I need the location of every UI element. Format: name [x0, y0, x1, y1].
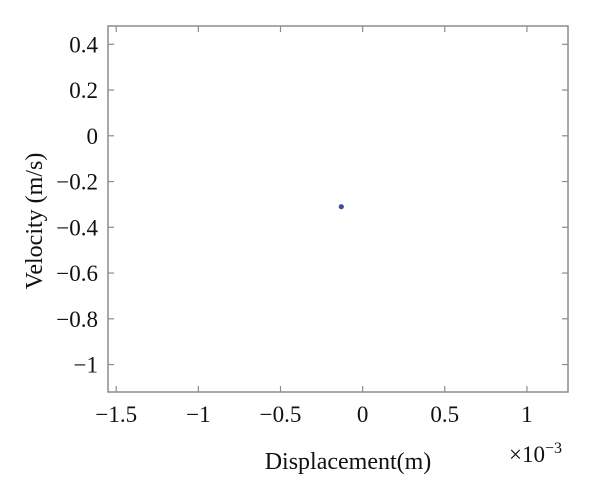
y-tick-label: −0.8 — [56, 307, 98, 332]
y-tick-label: 0 — [87, 124, 99, 149]
x-tick-label: 1 — [521, 402, 533, 427]
y-tick-label: 0.4 — [69, 32, 98, 57]
y-axis-ticks: 0.4 0.2 0 −0.2 −0.4 −0.6 −0.8 −1 — [56, 32, 568, 378]
y-axis-label: Velocity (m/s) — [22, 153, 48, 290]
x-tick-label: 0 — [357, 402, 369, 427]
y-tick-label: −1 — [74, 353, 98, 378]
y-tick-label: −0.4 — [56, 215, 98, 240]
x-axis-exponent-value: −3 — [545, 440, 562, 457]
data-points — [338, 204, 344, 210]
x-axis-label: Displacement(m) — [265, 449, 432, 475]
x-axis-multiplier: ×10 — [509, 442, 545, 467]
y-tick-label: −0.6 — [56, 261, 98, 286]
y-tick-label: −0.2 — [56, 170, 98, 195]
x-axis-exponent: ×10−3 — [509, 440, 562, 467]
y-tick-label: 0.2 — [69, 78, 98, 103]
x-tick-label: 0.5 — [430, 402, 459, 427]
plot-area — [107, 25, 569, 393]
data-point — [338, 204, 344, 210]
x-axis-ticks: −1.5 −1 −0.5 0 0.5 1 — [95, 26, 533, 427]
x-tick-label: −1 — [186, 402, 210, 427]
x-tick-label: −0.5 — [260, 402, 302, 427]
x-tick-label: −1.5 — [95, 402, 137, 427]
